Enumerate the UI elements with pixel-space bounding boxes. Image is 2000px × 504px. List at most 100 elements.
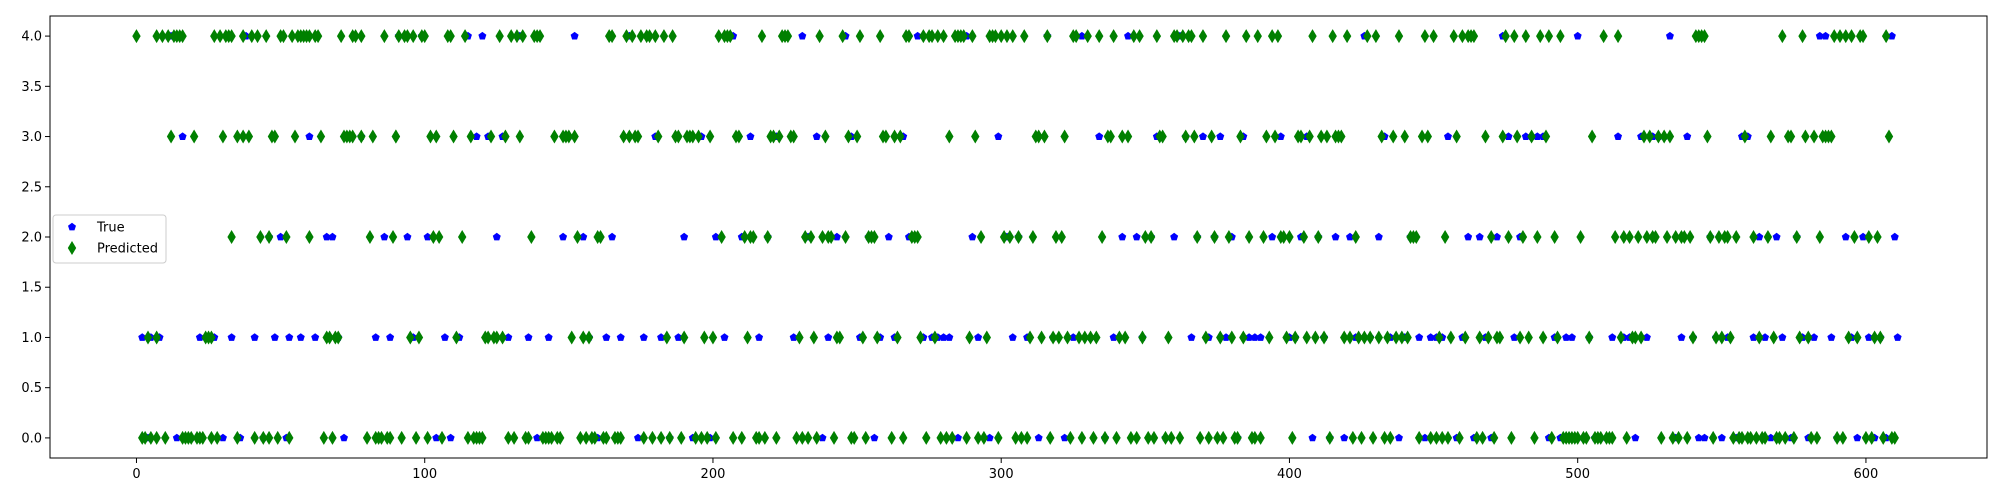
true-point-100	[913, 31, 922, 40]
true-point-46	[492, 232, 501, 241]
predicted-point-177	[636, 29, 646, 44]
predicted-point-501	[1573, 430, 1582, 445]
predicted-point-401	[1285, 230, 1294, 244]
predicted-point-262	[881, 129, 891, 144]
predicted-point-237	[809, 330, 819, 345]
predicted-point-559	[1740, 129, 1750, 144]
predicted-point-308	[1017, 430, 1026, 445]
predicted-point-457	[1446, 330, 1456, 345]
predicted-point-280	[936, 430, 945, 445]
series-predicted	[132, 29, 1899, 445]
predicted-point-510	[1599, 29, 1608, 44]
predicted-point-71	[328, 430, 337, 445]
predicted-point-66	[313, 29, 323, 44]
predicted-point-135	[515, 129, 525, 144]
predicted-point-80	[351, 29, 360, 44]
predicted-point-267	[899, 430, 908, 445]
true-point-205	[1614, 132, 1623, 140]
predicted-point-88	[377, 430, 386, 445]
predicted-point-95	[394, 29, 403, 44]
true-point-56	[570, 31, 579, 40]
predicted-point-531	[1659, 129, 1669, 144]
predicted-point-309	[1020, 29, 1029, 44]
true-point-204	[1608, 333, 1617, 341]
predicted-point-604	[1870, 330, 1879, 345]
true-point-160	[1340, 433, 1349, 442]
predicted-point-238	[812, 430, 821, 445]
predicted-point-228	[783, 29, 793, 44]
predicted-point-293	[973, 430, 983, 445]
predicted-point-545	[1700, 29, 1709, 44]
predicted-point-378	[1218, 430, 1228, 445]
predicted-point-107	[429, 230, 438, 244]
true-point-232	[1772, 232, 1781, 241]
predicted-point-585	[1815, 230, 1825, 244]
predicted-point-441	[1400, 129, 1409, 144]
predicted-point-482	[1518, 230, 1528, 244]
true-point-30	[371, 333, 380, 341]
predicted-point-185	[659, 29, 669, 44]
predicted-point-96	[397, 430, 406, 445]
predicted-point-218	[754, 430, 764, 445]
predicted-point-20	[187, 430, 196, 445]
predicted-point-345	[1123, 129, 1133, 144]
predicted-point-54	[279, 29, 288, 44]
predicted-point-372	[1201, 330, 1211, 345]
true-point-78	[746, 132, 755, 140]
predicted-point-41	[244, 129, 254, 144]
predicted-point-167	[607, 29, 617, 44]
predicted-point-436	[1386, 430, 1395, 445]
predicted-point-110	[437, 430, 447, 445]
predicted-point-533	[1665, 129, 1675, 144]
true-point-241	[1827, 333, 1836, 341]
predicted-point-284	[948, 430, 957, 445]
predicted-point-367	[1187, 29, 1196, 44]
predicted-point-381	[1227, 330, 1237, 345]
predicted-point-282	[942, 430, 951, 445]
predicted-point-224	[772, 430, 781, 445]
true-point-159	[1331, 232, 1340, 241]
predicted-point-74	[336, 29, 346, 44]
predicted-point-492	[1547, 430, 1556, 445]
true-point-161	[1345, 232, 1354, 241]
predicted-point-389	[1250, 430, 1260, 445]
predicted-point-292	[971, 129, 980, 144]
true-point-252	[1890, 232, 1899, 241]
predicted-point-178	[639, 430, 648, 445]
predicted-point-383	[1233, 430, 1242, 445]
predicted-point-205	[717, 230, 726, 244]
predicted-point-396	[1270, 129, 1280, 144]
predicted-point-549	[1711, 330, 1721, 345]
predicted-point-132	[506, 29, 516, 44]
predicted-point-394	[1265, 330, 1274, 345]
true-point-52	[544, 333, 553, 341]
true-point-181	[1475, 232, 1484, 241]
predicted-point-468	[1478, 430, 1487, 445]
predicted-point-172	[622, 29, 631, 44]
predicted-point-165	[602, 430, 611, 445]
predicted-point-55	[282, 230, 291, 244]
predicted-point-450	[1426, 430, 1435, 445]
predicted-point-260	[875, 29, 885, 44]
predicted-point-348	[1132, 430, 1141, 445]
predicted-point-380	[1224, 230, 1234, 244]
predicted-point-579	[1798, 29, 1807, 44]
predicted-point-43	[250, 430, 259, 445]
true-point-111	[994, 132, 1003, 140]
predicted-point-452	[1432, 430, 1441, 445]
true-point-165	[1374, 232, 1383, 241]
predicted-point-318	[1046, 430, 1055, 445]
true-point-106	[953, 433, 962, 442]
predicted-point-289	[962, 430, 971, 445]
predicted-point-47	[261, 29, 271, 44]
predicted-point-430	[1368, 430, 1378, 445]
predicted-point-420	[1340, 330, 1349, 345]
predicted-point-353	[1146, 230, 1156, 244]
true-point-38	[432, 433, 441, 442]
predicted-point-458	[1449, 29, 1458, 44]
predicted-point-311	[1025, 330, 1035, 345]
predicted-point-495	[1556, 29, 1565, 44]
predicted-point-593	[1838, 430, 1848, 445]
true-point-231	[1766, 433, 1775, 442]
predicted-point-428	[1363, 29, 1372, 44]
